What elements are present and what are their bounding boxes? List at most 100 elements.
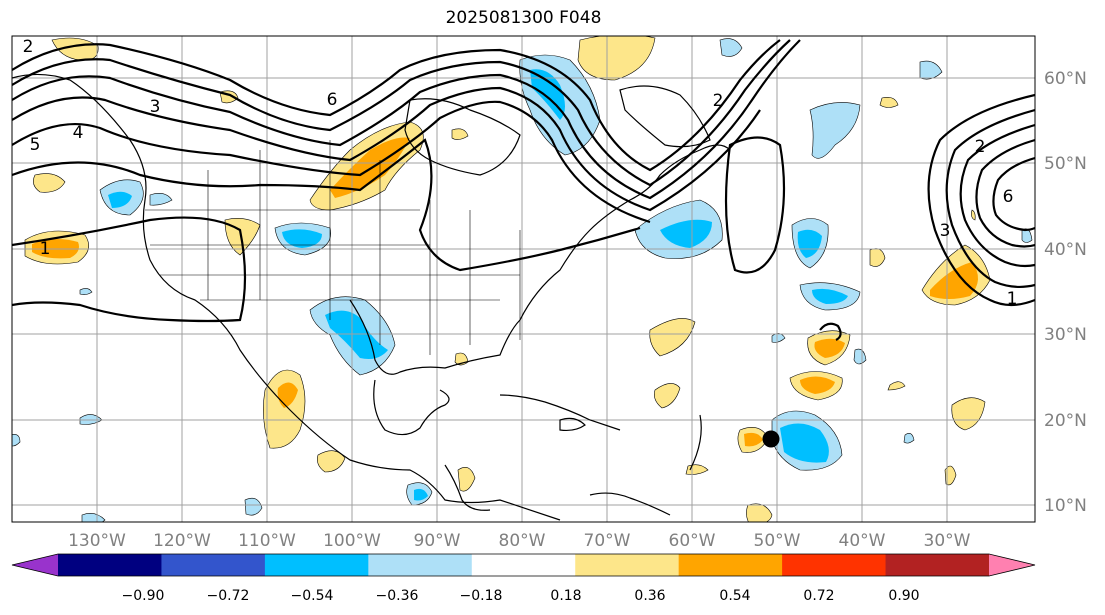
colorbar-segment <box>471 554 576 576</box>
colorbar-outline <box>11 553 1036 577</box>
contour-label: 5 <box>30 135 41 155</box>
contour-label: 3 <box>150 97 161 117</box>
negative-anomaly <box>282 229 322 248</box>
negative-anomaly <box>660 219 712 248</box>
positive-anomaly <box>951 397 986 431</box>
contour-label: 2 <box>713 91 724 111</box>
negative-anomaly <box>414 488 428 501</box>
colorbar-tick-label: −0.36 <box>376 588 419 604</box>
longitude-label: 60°W <box>669 531 716 551</box>
positive-anomaly <box>800 376 835 394</box>
positive-anomaly <box>944 465 957 486</box>
positive-anomaly <box>317 450 346 473</box>
colorbar-tick-label: 0.54 <box>719 588 750 604</box>
contour-label: 2 <box>975 137 986 157</box>
positive-anomaly <box>971 209 976 221</box>
negative-anomaly <box>903 433 915 444</box>
contour-lines <box>12 39 1035 341</box>
colorbar-tick-label: −0.18 <box>460 588 503 604</box>
colorbar <box>11 553 1036 577</box>
colorbar-segment <box>678 554 783 576</box>
contour-label: 6 <box>1003 187 1014 207</box>
colorbar-tick-label: −0.54 <box>291 588 334 604</box>
contour-label: 1 <box>1007 289 1018 309</box>
colorbar-tick-label: 0.18 <box>550 588 581 604</box>
colorbar-segment <box>885 554 990 576</box>
longitude-labels: 130°W 120°W 110°W 100°W 90°W 80°W 70°W 6… <box>68 531 971 551</box>
latitude-label: 20°N <box>1044 411 1087 431</box>
latitude-labels: 60°N 50°N 40°N 30°N 20°N 10°N <box>1044 69 1087 516</box>
positive-anomaly <box>744 432 763 447</box>
positive-anomaly <box>649 318 696 357</box>
colorbar-extend-low <box>12 554 58 576</box>
colorbar-tick-label: 0.72 <box>803 588 834 604</box>
negative-anomaly <box>797 229 822 258</box>
colorbar-segment <box>264 554 369 576</box>
negative-anomaly <box>12 434 21 447</box>
positive-anomaly <box>33 173 66 193</box>
colorbar-segment <box>782 554 887 576</box>
positive-anomaly <box>451 128 469 140</box>
latitude-label: 40°N <box>1044 240 1087 260</box>
longitude-label: 80°W <box>499 531 546 551</box>
colorbar-segment <box>368 554 473 576</box>
contour-label: 3 <box>940 221 951 241</box>
latitude-label: 10°N <box>1044 496 1087 516</box>
colorbar-ticks: −0.90 −0.72 −0.54 −0.36 −0.18 0.18 0.36 … <box>122 588 920 604</box>
longitude-label: 120°W <box>153 531 211 551</box>
longitude-label: 100°W <box>323 531 381 551</box>
colorbar-tick-label: 0.36 <box>634 588 665 604</box>
contour-label: 2 <box>23 37 34 57</box>
contour-label: 4 <box>73 123 84 143</box>
longitude-label: 30°W <box>924 531 971 551</box>
negative-anomaly <box>719 38 743 57</box>
positive-anomaly <box>930 262 979 299</box>
negative-anomaly <box>108 191 132 208</box>
negative-anomaly <box>79 288 93 295</box>
map-title: 2025081300 F048 <box>445 8 602 28</box>
longitude-label: 130°W <box>68 531 126 551</box>
coastlines <box>12 73 731 521</box>
longitude-label: 90°W <box>414 531 461 551</box>
positive-anomaly <box>869 248 886 267</box>
positive-anomaly <box>814 338 845 358</box>
negative-anomaly <box>919 60 943 80</box>
negative-anomaly <box>79 414 103 425</box>
contour-label: 6 <box>327 90 338 110</box>
positive-anomaly <box>277 382 298 408</box>
colorbar-extend-high <box>989 554 1035 576</box>
anomaly-shading <box>12 36 1033 522</box>
positive-anomaly <box>685 464 709 475</box>
storm-center-marker <box>762 430 780 448</box>
negative-anomaly <box>149 193 173 206</box>
latitude-label: 50°N <box>1044 154 1087 174</box>
positive-anomaly <box>577 36 656 81</box>
colorbar-tick-label: −0.72 <box>207 588 250 604</box>
latitude-label: 30°N <box>1044 325 1087 345</box>
gridlines <box>12 36 1035 522</box>
positive-anomaly <box>263 369 306 449</box>
negative-anomaly <box>853 348 867 365</box>
longitude-label: 110°W <box>238 531 296 551</box>
negative-anomaly <box>809 102 861 159</box>
colorbar-segment <box>161 554 266 576</box>
negative-anomaly <box>812 288 848 304</box>
political-borders <box>145 140 521 355</box>
negative-anomaly <box>530 69 565 120</box>
longitude-label: 50°W <box>754 531 801 551</box>
colorbar-tick-label: −0.90 <box>122 588 165 604</box>
colorbar-segment <box>575 554 680 576</box>
longitude-label: 70°W <box>584 531 631 551</box>
longitude-label: 40°W <box>839 531 886 551</box>
negative-anomaly <box>244 497 263 516</box>
positive-anomaly <box>457 467 476 492</box>
colorbar-segment <box>58 554 162 576</box>
positive-anomaly <box>887 381 906 391</box>
colorbar-tick-label: 0.90 <box>888 588 919 604</box>
map-frame <box>11 35 1036 523</box>
contour-label: 1 <box>40 239 51 259</box>
negative-anomaly <box>780 423 829 463</box>
latitude-label: 60°N <box>1044 69 1087 89</box>
negative-anomaly <box>81 513 106 522</box>
